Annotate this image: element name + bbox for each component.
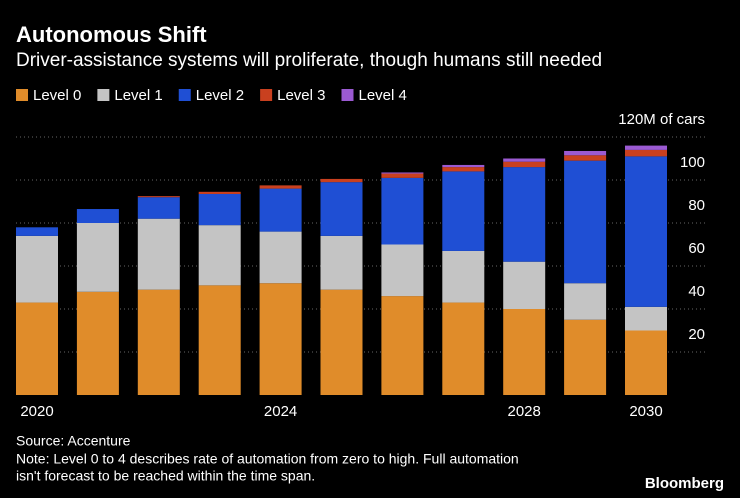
- bar-segment: [259, 231, 302, 284]
- bar-segment: [564, 150, 607, 156]
- x-tick-label: 2020: [20, 403, 53, 420]
- bar-segment: [137, 197, 180, 219]
- bar-segment: [198, 225, 241, 286]
- y-tick-label: 20: [688, 326, 705, 343]
- legend-label: Level 3: [277, 87, 325, 104]
- source: Source: Accenture: [16, 433, 131, 449]
- x-tick-label: 2028: [508, 403, 541, 420]
- bar-segment: [442, 171, 485, 251]
- bar-segment: [381, 296, 424, 395]
- bar-segment: [16, 235, 58, 303]
- bar-segment: [503, 158, 546, 162]
- bar-segment: [320, 289, 363, 395]
- bar-segment: [259, 188, 302, 232]
- bar-segment: [564, 160, 607, 284]
- y-tick-label: 40: [688, 283, 705, 300]
- legend-label: Level 1: [114, 87, 162, 104]
- bar-segment: [137, 218, 180, 290]
- bar-segment: [381, 177, 424, 245]
- bar-segment: [625, 145, 667, 150]
- bar-segment: [564, 155, 607, 161]
- bar-segment: [381, 172, 424, 174]
- bar-segment: [16, 227, 58, 236]
- bar-segment: [442, 302, 485, 395]
- bar-segment: [564, 283, 607, 320]
- brand: Bloomberg: [645, 475, 724, 492]
- bar-segment: [503, 309, 546, 395]
- y-tick-label: 100: [680, 154, 705, 171]
- legend-swatch: [260, 89, 273, 101]
- bar-segment: [564, 319, 607, 395]
- bar-segment: [381, 173, 424, 178]
- legend-label: Level 2: [196, 87, 244, 104]
- bar-segment: [76, 223, 119, 292]
- bar-segment: [198, 193, 241, 226]
- legend-label: Level 4: [359, 87, 407, 104]
- x-tick-label: 2030: [629, 403, 662, 420]
- bar-segment: [442, 164, 485, 168]
- bar-segment: [259, 185, 302, 189]
- y-tick-label: 120M of cars: [618, 111, 705, 128]
- x-tick-label: 2024: [264, 403, 297, 420]
- note: Note: Level 0 to 4 describes rate of aut…: [16, 451, 519, 467]
- bar-segment: [625, 330, 667, 395]
- legend-swatch: [178, 89, 191, 101]
- bar-segment: [442, 250, 485, 303]
- legend-swatch: [341, 89, 354, 101]
- bar-segment: [442, 167, 485, 172]
- legend-swatch: [16, 89, 28, 101]
- bar-segment: [625, 306, 667, 331]
- bar-segment: [137, 289, 180, 395]
- bar-segment: [76, 209, 119, 223]
- bar-segment: [137, 196, 180, 198]
- bar-segment: [503, 167, 546, 262]
- chart-subtitle: Driver-assistance systems will prolifera…: [16, 50, 602, 71]
- legend-label: Level 0: [33, 87, 81, 104]
- chart-title: Autonomous Shift: [16, 22, 207, 47]
- y-tick-label: 80: [688, 197, 705, 214]
- legend-swatch: [97, 89, 110, 101]
- bar-segment: [198, 285, 241, 395]
- bar-segment: [198, 191, 241, 194]
- bar-segment: [503, 261, 546, 309]
- y-tick-label: 60: [688, 240, 705, 257]
- bar-segment: [625, 149, 667, 157]
- bar-segment: [16, 302, 58, 395]
- bar-segment: [320, 235, 363, 290]
- bar-segment: [503, 161, 546, 168]
- bar-segment: [259, 283, 302, 395]
- bar-segment: [320, 178, 363, 183]
- bar-segment: [381, 244, 424, 297]
- bar-segment: [320, 182, 363, 236]
- note: isn't forecast to be reached within the …: [16, 468, 315, 484]
- bar-segment: [625, 156, 667, 307]
- bar-segment: [76, 291, 119, 395]
